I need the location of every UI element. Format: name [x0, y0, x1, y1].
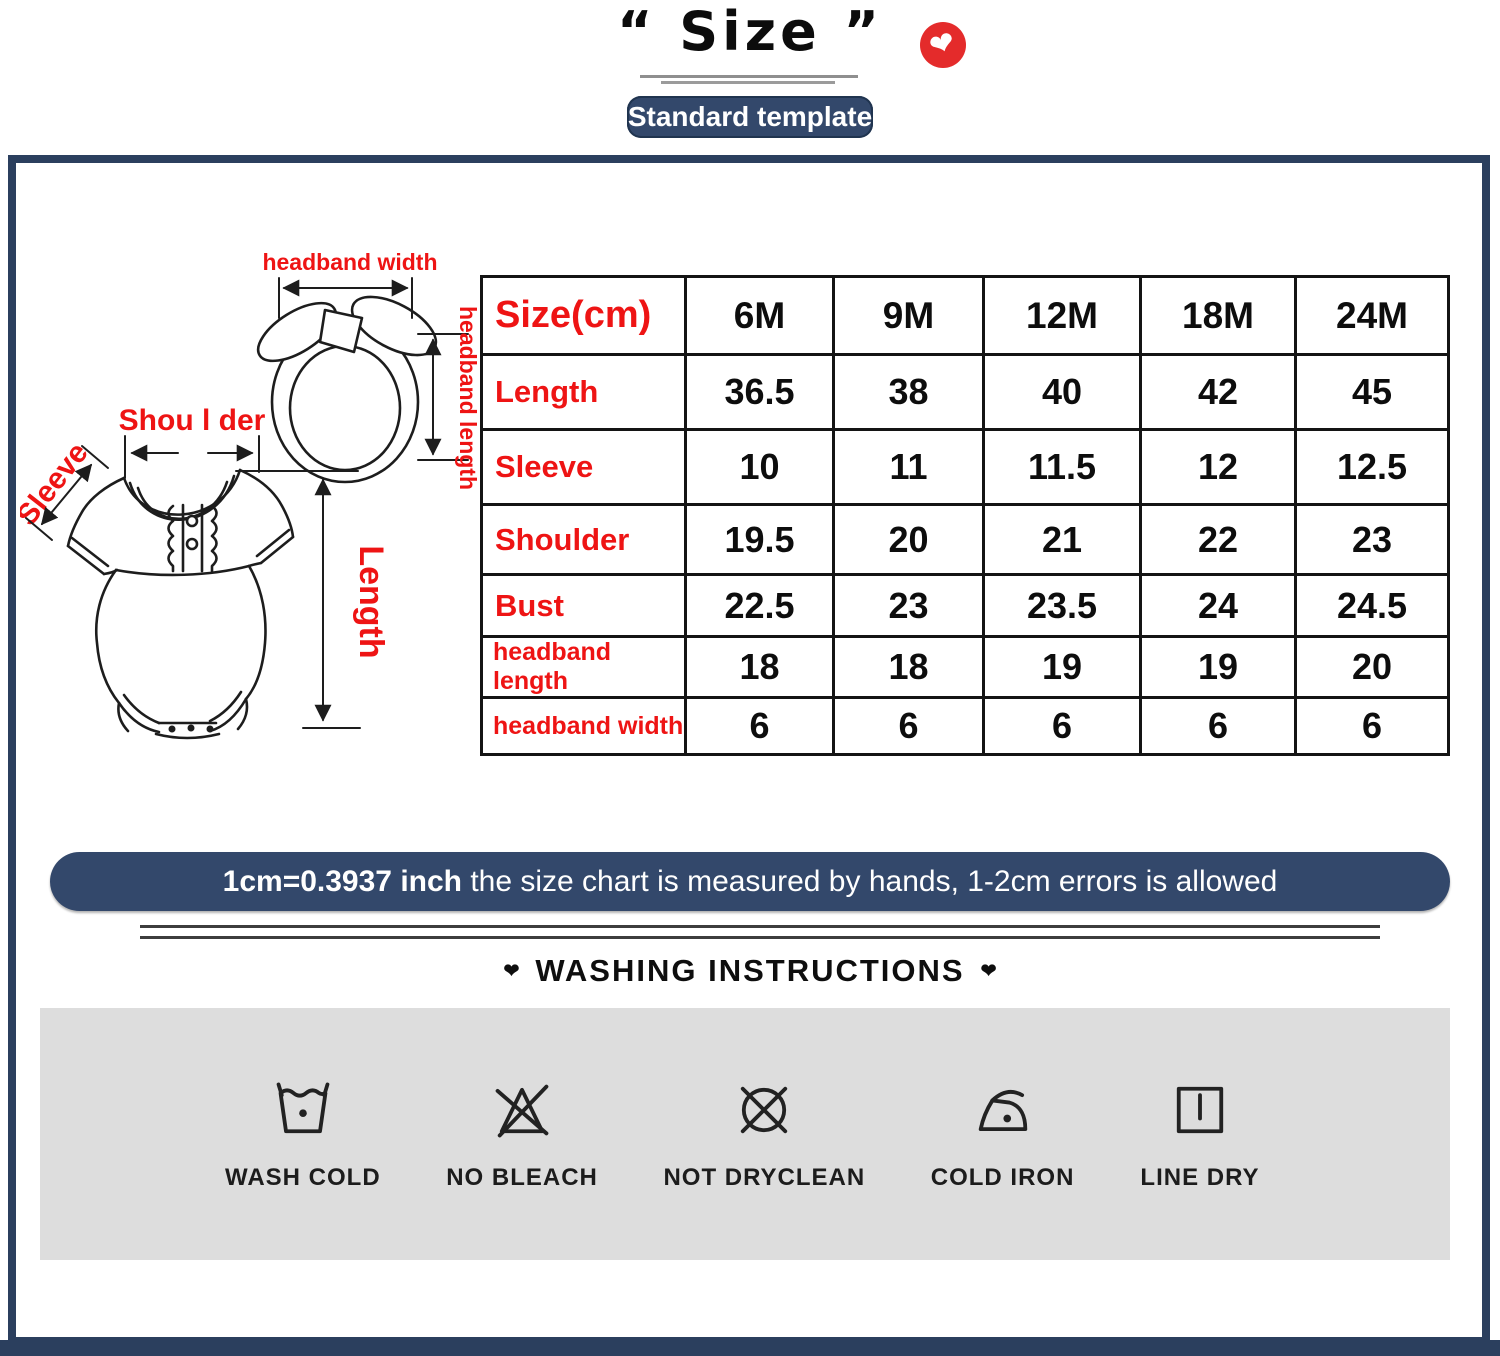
note-bold-text: 1cm=0.3937 inch: [222, 865, 462, 898]
diagram-label-sleeve: Sleeve: [20, 437, 95, 532]
size-value-cell: 40: [982, 353, 1142, 431]
wash-item-label: NOT DRYCLEAN: [663, 1164, 866, 1191]
size-value-cell: 11: [832, 428, 985, 506]
size-value-cell: 20: [1294, 635, 1450, 699]
size-value-cell: 12: [1139, 428, 1297, 506]
headband-bow-knot: [318, 308, 364, 354]
column-header: 18M: [1139, 275, 1297, 356]
sleeve-arrow: [40, 463, 93, 526]
headband-drawing: [256, 295, 438, 484]
size-value-cell: 23: [832, 573, 985, 638]
size-value-cell: 6: [684, 696, 835, 756]
diagram-label-length: Length: [352, 545, 390, 658]
size-value-cell: 6: [1139, 696, 1297, 756]
not-dryclean-icon: [741, 1086, 788, 1134]
wash-item: NOT DRYCLEAN: [663, 1076, 865, 1192]
row-label: Shoulder: [480, 503, 687, 576]
separator-double-line: [140, 925, 1380, 939]
column-header: 12M: [982, 275, 1142, 356]
washing-heading-text: WASHING INSTRUCTIONS: [535, 953, 965, 988]
page-title: “ Size ”: [616, 0, 884, 63]
size-value-cell: 10: [684, 428, 835, 506]
wash-item-label: COLD IRON: [930, 1164, 1075, 1191]
bottom-border-bar: [0, 1340, 1500, 1356]
no-bleach-icon: [495, 1084, 549, 1138]
size-value-cell: 38: [832, 353, 985, 431]
title-underline: [640, 75, 858, 78]
washing-icons-panel: WASH COLD NO BLEACH NOT DRYCLEAN COLD IR…: [40, 1008, 1450, 1260]
column-header: 9M: [832, 275, 985, 356]
wash-item: COLD IRON: [931, 1076, 1075, 1192]
size-value-cell: 42: [1139, 353, 1297, 431]
note-regular-text: the size chart is measured by hands, 1-2…: [461, 865, 1278, 898]
heart-icon: ❤: [980, 961, 997, 982]
garment-measurement-diagram: headband width headband length Shou l de…: [20, 249, 480, 740]
size-value-cell: 19: [982, 635, 1142, 699]
romper-drawing: [66, 468, 295, 740]
wash-item-label: LINE DRY: [1140, 1164, 1260, 1191]
size-value-cell: 19.5: [684, 503, 835, 576]
size-value-cell: 11.5: [982, 428, 1142, 506]
column-header: 24M: [1294, 275, 1450, 356]
size-value-cell: 23: [1294, 503, 1450, 576]
measure-tick: [25, 517, 53, 541]
diagram-label-headband-width: headband width: [262, 249, 437, 275]
wash-item: LINE DRY: [1140, 1076, 1260, 1192]
diagram-label-headband-length: headband length: [455, 306, 480, 490]
row-label: Sleeve: [480, 428, 687, 506]
size-value-cell: 45: [1294, 353, 1450, 431]
table-row: Bust 22.5 23 23.5 24 24.5: [480, 573, 1450, 638]
table-row: Shoulder 19.5 20 21 22 23: [480, 503, 1450, 576]
cold-iron-icon: [978, 1089, 1027, 1132]
row-label: Length: [480, 353, 687, 431]
size-value-cell: 18: [832, 635, 985, 699]
wash-cold-icon: [276, 1082, 330, 1134]
table-row: Length 36.5 38 40 42 45: [480, 353, 1450, 431]
column-header: Size(cm): [480, 275, 687, 356]
heart-icon: ❤: [920, 22, 966, 68]
washing-instructions-heading: ❤ WASHING INSTRUCTIONS ❤: [0, 953, 1500, 989]
wash-item: WASH COLD: [225, 1076, 381, 1192]
size-value-cell: 24.5: [1294, 573, 1450, 638]
measure-tick: [81, 445, 109, 469]
column-header: 6M: [684, 275, 835, 356]
diagram-label-shoulder: Shou l der: [119, 404, 266, 437]
size-value-cell: 19: [1139, 635, 1297, 699]
heart-glyph: ❤: [925, 24, 960, 65]
row-label: Bust: [480, 573, 687, 638]
size-value-cell: 12.5: [1294, 428, 1450, 506]
size-value-cell: 22.5: [684, 573, 835, 638]
size-value-cell: 18: [684, 635, 835, 699]
size-value-cell: 22: [1139, 503, 1297, 576]
line-dry-icon: [1176, 1086, 1224, 1134]
size-value-cell: 21: [982, 503, 1142, 576]
size-value-cell: 6: [1294, 696, 1450, 756]
size-value-cell: 6: [982, 696, 1142, 756]
table-header-row: Size(cm) 6M 9M 12M 18M 24M: [480, 275, 1450, 356]
table-row: headband length 18 18 19 19 20: [480, 635, 1450, 699]
standard-template-badge: Standard template: [627, 96, 873, 138]
measurement-note-bar: 1cm=0.3937 inch the size chart is measur…: [50, 852, 1450, 911]
heart-icon: ❤: [503, 961, 520, 982]
size-value-cell: 20: [832, 503, 985, 576]
row-label: headband length: [480, 635, 687, 699]
size-value-cell: 24: [1139, 573, 1297, 638]
size-value-cell: 23.5: [982, 573, 1142, 638]
size-chart-table: Size(cm) 6M 9M 12M 18M 24M Length 36.5 3…: [480, 275, 1450, 756]
wash-item-label: WASH COLD: [225, 1164, 381, 1191]
title-underline-2: [661, 81, 835, 84]
row-label: headband width: [480, 696, 687, 756]
wash-item: NO BLEACH: [446, 1076, 598, 1192]
size-value-cell: 6: [832, 696, 985, 756]
table-row: headband width 6 6 6 6 6: [480, 696, 1450, 756]
table-row: Sleeve 10 11 11.5 12 12.5: [480, 428, 1450, 506]
size-value-cell: 36.5: [684, 353, 835, 431]
wash-item-label: NO BLEACH: [446, 1164, 598, 1191]
